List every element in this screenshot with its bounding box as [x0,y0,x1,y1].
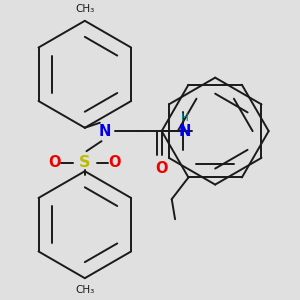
Text: O: O [109,155,121,170]
Text: N: N [99,124,111,139]
Text: CH₃: CH₃ [75,4,94,14]
Text: CH₃: CH₃ [75,285,94,295]
Text: S: S [79,155,91,170]
Text: O: O [49,155,61,170]
Text: O: O [155,161,168,176]
Text: H: H [181,113,189,123]
Text: N: N [179,124,191,139]
